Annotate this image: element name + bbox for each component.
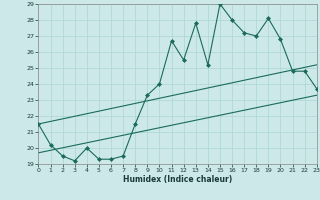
X-axis label: Humidex (Indice chaleur): Humidex (Indice chaleur) [123,175,232,184]
